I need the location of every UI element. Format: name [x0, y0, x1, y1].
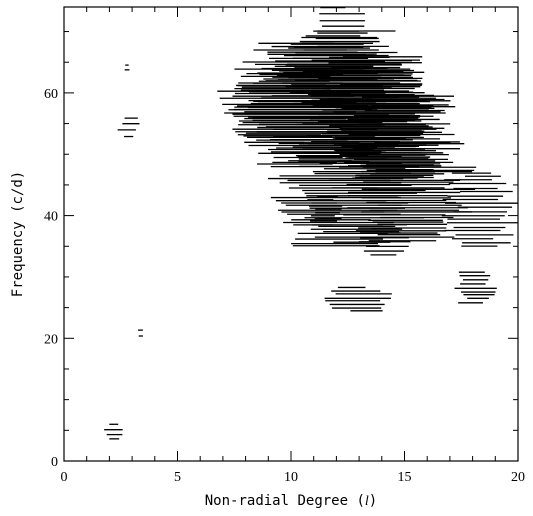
y-axis-title: Frequency (c/d)	[10, 171, 26, 297]
x-tick-label: 5	[174, 470, 181, 485]
y-tick-label: 40	[44, 210, 58, 225]
x-axis-title: Non-radial Degree (l)	[205, 493, 377, 509]
x-tick-label: 0	[61, 470, 68, 485]
x-tick-label: 15	[398, 470, 412, 485]
axis-tick-labels: 0 5 10 15 20 0 20 40 60	[44, 87, 525, 485]
x-tick-label: 20	[511, 470, 525, 485]
x-tick-label: 10	[284, 470, 298, 485]
data-marks	[104, 7, 518, 440]
y-tick-label: 20	[44, 332, 58, 347]
y-tick-label: 0	[51, 455, 58, 470]
y-tick-label: 60	[44, 87, 58, 102]
axis-ticks	[63, 7, 519, 462]
